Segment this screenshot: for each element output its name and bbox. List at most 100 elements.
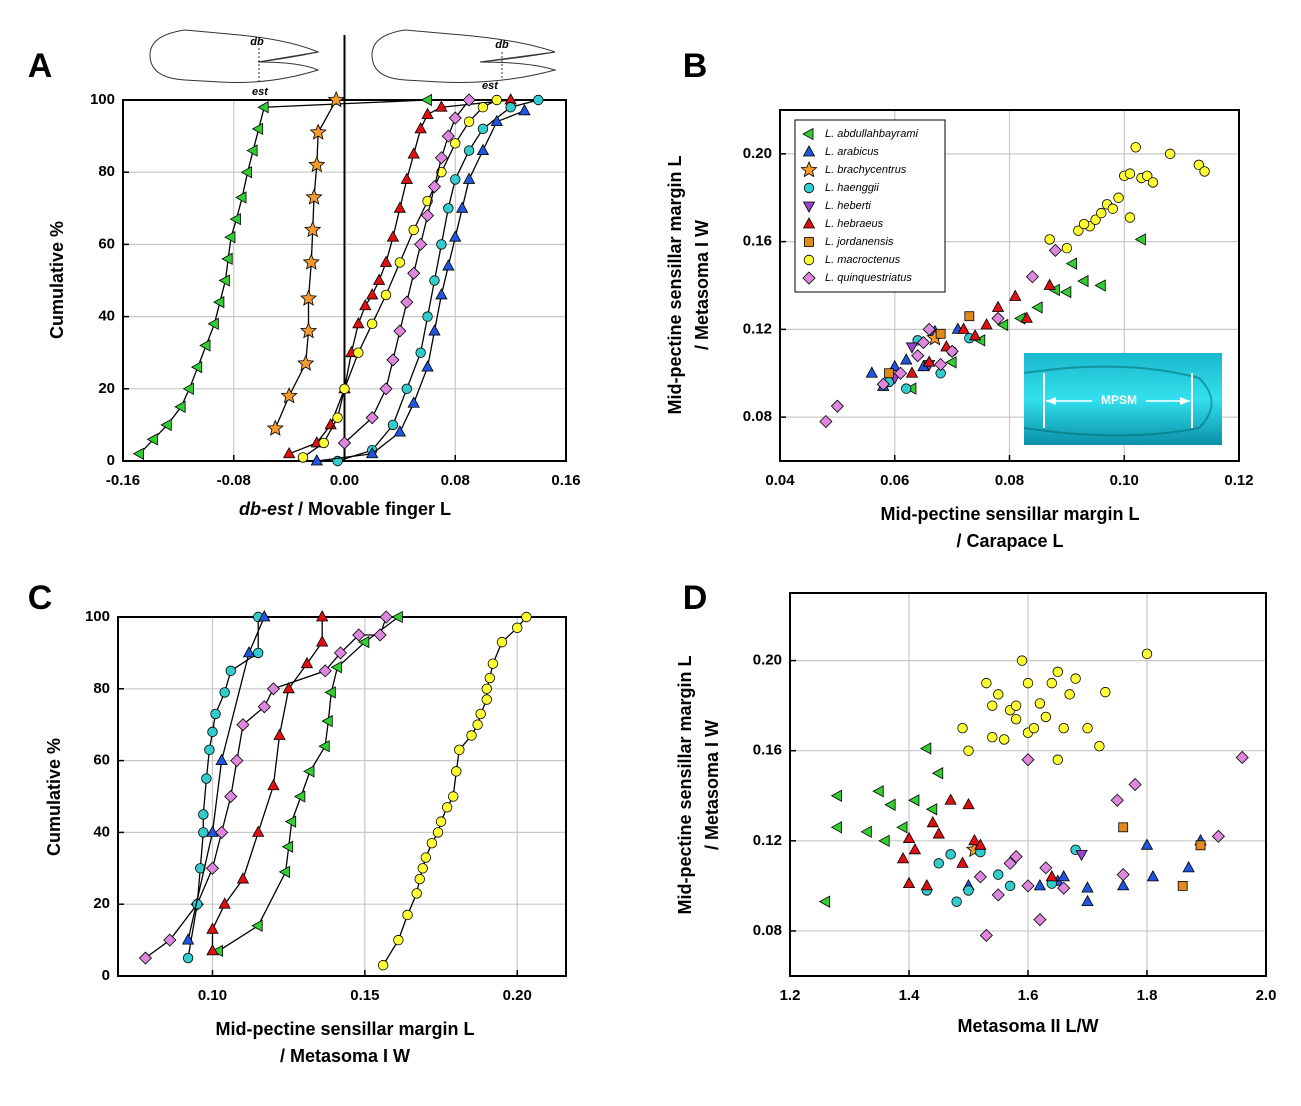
marker <box>278 865 291 879</box>
y-tick-label: 40 <box>93 823 110 840</box>
y-axis-label: / Metasoma I W <box>702 720 722 850</box>
marker <box>1020 311 1033 323</box>
marker <box>900 353 913 365</box>
x-tick-label: -0.08 <box>217 472 251 489</box>
marker <box>533 94 544 106</box>
y-tick-label: 20 <box>93 895 110 912</box>
marker <box>400 295 414 309</box>
marker <box>1140 838 1154 850</box>
marker <box>1046 677 1058 689</box>
marker <box>204 744 215 756</box>
marker <box>316 635 329 647</box>
marker <box>980 318 993 330</box>
marker <box>1077 274 1089 288</box>
marker <box>1044 234 1055 245</box>
marker <box>414 873 425 885</box>
marker <box>893 366 908 380</box>
marker <box>974 838 987 850</box>
marker <box>956 856 969 868</box>
marker <box>1025 270 1040 284</box>
marker <box>422 311 433 322</box>
x-tick-label: 1.2 <box>780 987 801 1004</box>
y-tick-label: 0.12 <box>743 320 772 337</box>
y-tick-label: 0.16 <box>743 233 772 250</box>
marker <box>160 418 172 432</box>
marker <box>1033 879 1047 891</box>
y-tick-label: 80 <box>98 163 115 180</box>
marker <box>417 863 428 874</box>
marker <box>300 656 314 669</box>
marker <box>896 852 910 864</box>
marker <box>393 425 407 437</box>
marker <box>818 895 831 908</box>
marker <box>441 129 455 143</box>
marker <box>916 335 931 350</box>
marker <box>884 798 896 811</box>
legend-label: L. brachycentrus <box>825 164 907 176</box>
marker <box>999 734 1010 745</box>
x-tick-label: 1.6 <box>1018 987 1039 1004</box>
marker <box>1034 698 1046 709</box>
marker <box>802 145 816 157</box>
marker <box>1211 829 1225 843</box>
marker <box>475 708 486 720</box>
marker <box>996 318 1009 332</box>
marker <box>236 718 250 732</box>
marker <box>393 934 404 946</box>
marker <box>830 789 842 802</box>
marker <box>373 628 387 642</box>
marker <box>421 360 434 372</box>
marker <box>190 360 203 374</box>
marker <box>236 872 250 884</box>
marker <box>1081 894 1094 907</box>
marker <box>408 224 419 236</box>
marker <box>1058 722 1069 734</box>
marker <box>182 382 194 395</box>
marker <box>1078 218 1090 230</box>
marker <box>258 610 271 622</box>
marker <box>414 122 427 134</box>
marker <box>407 147 420 159</box>
marker <box>935 328 946 339</box>
marker <box>282 446 296 459</box>
marker <box>1043 278 1056 290</box>
marker <box>1107 203 1118 214</box>
y-tick-label: 0 <box>102 967 110 984</box>
marker <box>324 686 336 699</box>
y-tick-label: 0.20 <box>743 145 772 162</box>
marker <box>454 744 465 756</box>
panel-letter: B <box>683 47 708 85</box>
marker <box>957 322 970 334</box>
marker <box>987 700 998 711</box>
marker <box>201 773 212 784</box>
marker <box>251 122 264 136</box>
marker <box>215 825 229 839</box>
marker <box>1075 849 1088 862</box>
marker <box>902 876 916 889</box>
marker <box>379 382 393 396</box>
marker <box>365 411 379 425</box>
marker <box>224 231 236 244</box>
marker <box>332 412 343 423</box>
x-tick-label: 0.12 <box>1224 472 1253 489</box>
marker <box>310 454 323 466</box>
marker <box>280 386 298 404</box>
marker <box>229 212 241 226</box>
marker <box>920 879 934 891</box>
marker <box>931 767 944 780</box>
marker <box>174 400 186 414</box>
series-line <box>288 99 511 455</box>
marker <box>484 672 496 684</box>
y-tick-label: 80 <box>93 680 110 697</box>
marker <box>905 342 919 354</box>
marker <box>333 646 348 660</box>
y-tick-label: 60 <box>98 235 115 252</box>
marker <box>1141 648 1153 660</box>
marker <box>979 928 993 943</box>
marker <box>273 728 286 740</box>
inset-shade <box>1023 365 1213 437</box>
panel-letter: C <box>28 579 53 617</box>
marker <box>451 766 462 777</box>
marker <box>443 203 454 214</box>
x-tick-label: 2.0 <box>1256 987 1277 1004</box>
